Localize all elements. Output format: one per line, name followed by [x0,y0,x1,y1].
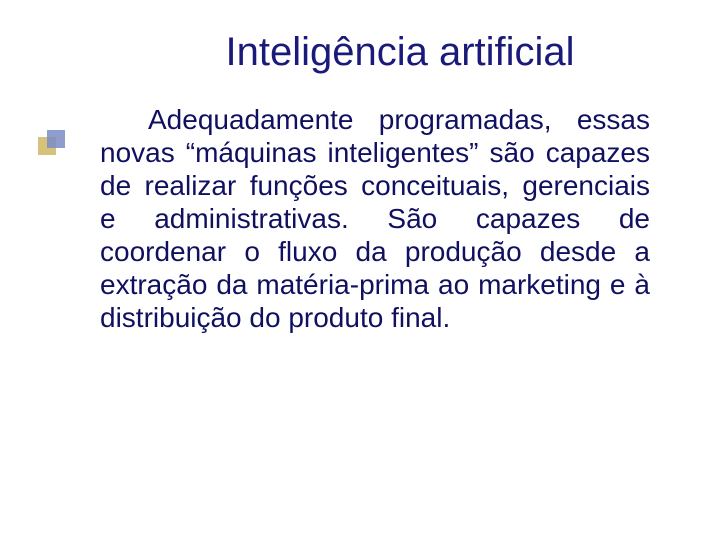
slide-body-text: Adequadamente programadas, essas novas “… [100,103,660,334]
bullet-decoration-icon [38,130,64,156]
slide-title: Inteligência artificial [100,30,660,75]
slide-container: Inteligência artificial Adequadamente pr… [0,0,720,540]
